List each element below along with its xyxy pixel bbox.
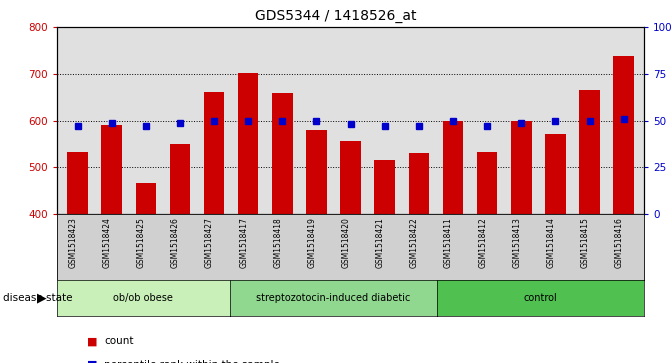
Text: percentile rank within the sample: percentile rank within the sample	[104, 360, 280, 363]
Bar	[170, 144, 190, 214]
Text: streptozotocin-induced diabetic: streptozotocin-induced diabetic	[256, 293, 411, 303]
Bar	[272, 93, 293, 214]
Bar	[409, 154, 429, 214]
Text: GSM1518423: GSM1518423	[68, 217, 78, 268]
Text: GSM1518412: GSM1518412	[478, 217, 487, 268]
Bar	[477, 152, 497, 214]
Text: GSM1518421: GSM1518421	[376, 217, 384, 268]
Text: ■: ■	[87, 336, 98, 346]
Bar	[101, 125, 122, 214]
Text: GSM1518413: GSM1518413	[512, 217, 521, 268]
Bar	[374, 160, 395, 214]
Bar	[443, 121, 463, 214]
Text: GSM1518418: GSM1518418	[273, 217, 282, 268]
Text: ▶: ▶	[38, 291, 47, 304]
Bar	[238, 73, 258, 214]
Bar	[511, 121, 531, 214]
Text: GSM1518425: GSM1518425	[137, 217, 146, 268]
Text: control: control	[523, 293, 558, 303]
Text: ■: ■	[87, 360, 98, 363]
Bar	[545, 134, 566, 214]
Text: GSM1518411: GSM1518411	[444, 217, 453, 268]
Text: count: count	[104, 336, 134, 346]
Bar	[579, 90, 600, 214]
Text: GSM1518426: GSM1518426	[171, 217, 180, 268]
Bar	[136, 183, 156, 214]
Text: GSM1518420: GSM1518420	[342, 217, 350, 268]
Bar	[306, 130, 327, 214]
Text: ob/ob obese: ob/ob obese	[113, 293, 173, 303]
Bar	[67, 151, 88, 214]
Bar	[340, 141, 361, 214]
Text: GSM1518414: GSM1518414	[546, 217, 556, 268]
Text: GSM1518427: GSM1518427	[205, 217, 214, 268]
Bar	[204, 92, 224, 214]
Text: GSM1518417: GSM1518417	[239, 217, 248, 268]
Text: GSM1518419: GSM1518419	[307, 217, 317, 268]
Text: GSM1518422: GSM1518422	[410, 217, 419, 268]
Text: GSM1518424: GSM1518424	[103, 217, 111, 268]
Bar	[613, 56, 634, 214]
Text: disease state: disease state	[3, 293, 73, 303]
Text: GDS5344 / 1418526_at: GDS5344 / 1418526_at	[255, 9, 416, 23]
Text: GSM1518416: GSM1518416	[615, 217, 623, 268]
Text: GSM1518415: GSM1518415	[580, 217, 590, 268]
